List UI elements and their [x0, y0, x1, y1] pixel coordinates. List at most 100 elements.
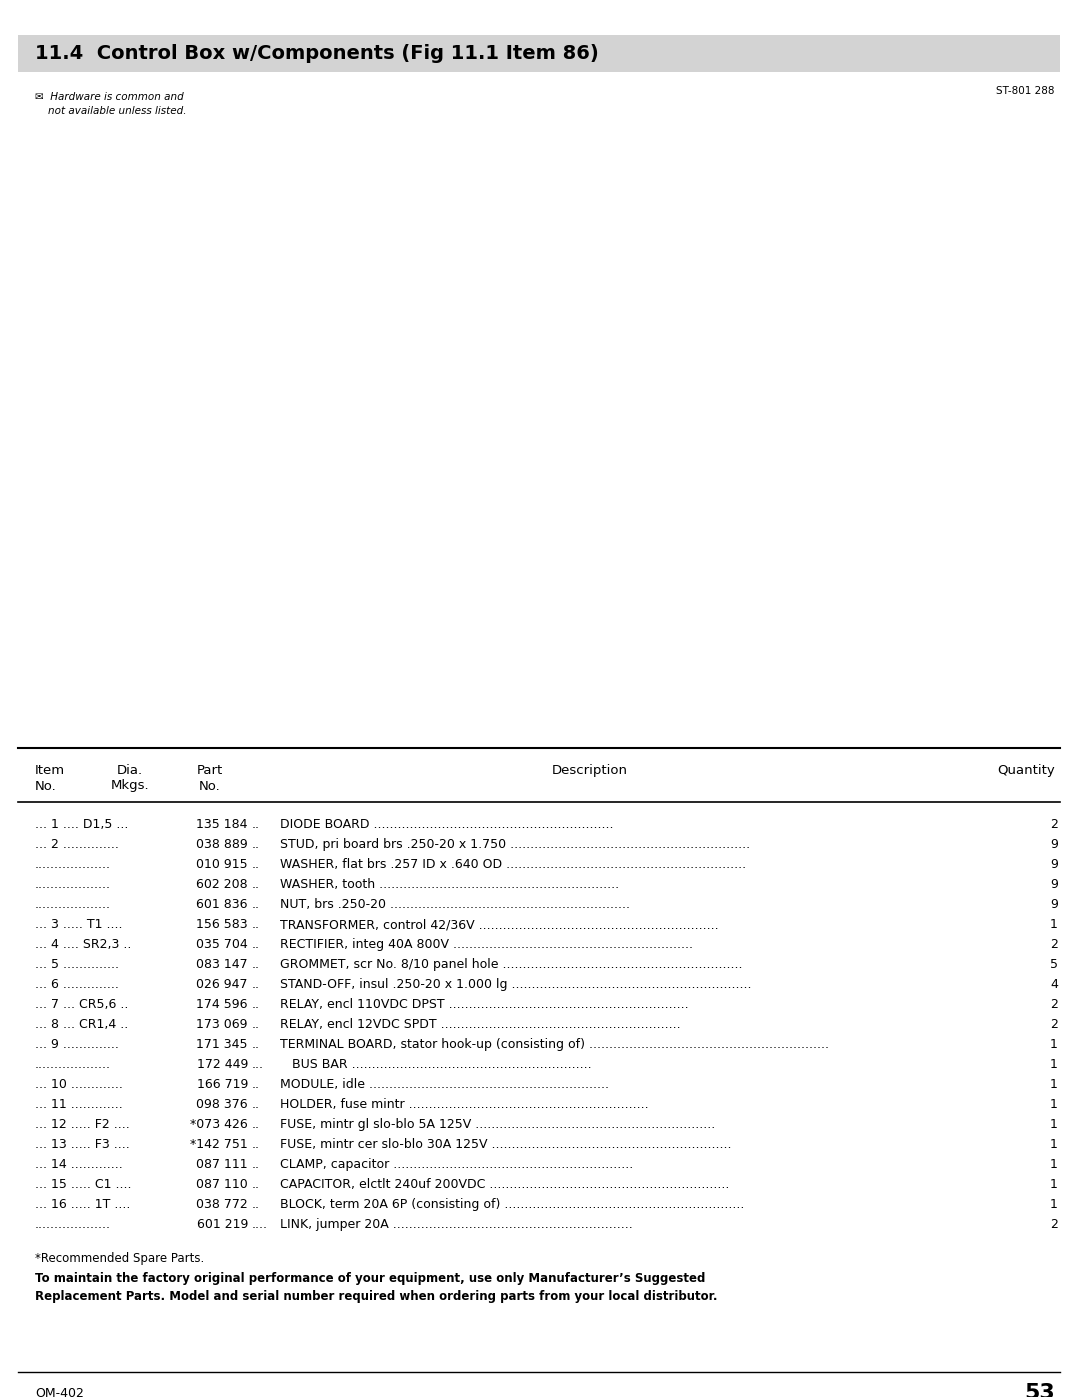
Text: 4: 4 [1050, 978, 1058, 990]
Text: ... 9 ..............: ... 9 .............. [35, 1038, 119, 1051]
Text: not available unless listed.: not available unless listed. [35, 106, 187, 116]
Text: ...................: ................... [35, 1218, 111, 1231]
Text: ... 11 .............: ... 11 ............. [35, 1098, 123, 1111]
Text: 9: 9 [1050, 858, 1058, 870]
Text: ..: .. [252, 1199, 260, 1211]
Text: *142 751: *142 751 [190, 1139, 248, 1151]
Text: ...: ... [252, 1058, 264, 1071]
Text: ...................: ................... [35, 877, 111, 891]
Text: 1: 1 [1050, 1098, 1058, 1111]
Text: CAPACITOR, elctlt 240uf 200VDC .................................................: CAPACITOR, elctlt 240uf 200VDC .........… [280, 1178, 729, 1192]
Text: ..: .. [252, 838, 260, 851]
Text: ..: .. [252, 937, 260, 951]
Text: ✉  Hardware is common and: ✉ Hardware is common and [35, 92, 184, 102]
Text: 026 947: 026 947 [197, 978, 248, 990]
Text: ..: .. [252, 997, 260, 1011]
Text: HOLDER, fuse mintr ............................................................: HOLDER, fuse mintr .....................… [280, 1098, 649, 1111]
Text: 171 345: 171 345 [197, 1038, 248, 1051]
Text: 135 184: 135 184 [197, 819, 248, 831]
Text: ... 10 .............: ... 10 ............. [35, 1078, 123, 1091]
Text: 1: 1 [1050, 1118, 1058, 1132]
Text: FUSE, mintr cer slo-blo 30A 125V ...............................................: FUSE, mintr cer slo-blo 30A 125V .......… [280, 1139, 731, 1151]
Text: ..: .. [252, 1118, 260, 1132]
Text: 2: 2 [1050, 997, 1058, 1011]
Text: 087 111: 087 111 [197, 1158, 248, 1171]
Text: 174 596: 174 596 [197, 997, 248, 1011]
Text: ... 3 ..... T1 ....: ... 3 ..... T1 .... [35, 918, 122, 930]
Text: 602 208: 602 208 [197, 877, 248, 891]
Text: 173 069: 173 069 [197, 1018, 248, 1031]
Text: 083 147: 083 147 [197, 958, 248, 971]
Text: BLOCK, term 20A 6P (consisting of) .............................................: BLOCK, term 20A 6P (consisting of) .....… [280, 1199, 744, 1211]
Text: 1: 1 [1050, 1058, 1058, 1071]
Text: Dia.
Mkgs.: Dia. Mkgs. [110, 764, 149, 792]
Text: 087 110: 087 110 [197, 1178, 248, 1192]
Text: 166 719: 166 719 [197, 1078, 248, 1091]
Text: WASHER, flat brs .257 ID x .640 OD .............................................: WASHER, flat brs .257 ID x .640 OD .....… [280, 858, 746, 870]
Text: Part
No.: Part No. [197, 764, 224, 792]
Text: ... 16 ..... 1T ....: ... 16 ..... 1T .... [35, 1199, 131, 1211]
Text: ...................: ................... [35, 1058, 111, 1071]
Text: ..: .. [252, 978, 260, 990]
Text: MODULE, idle ............................................................: MODULE, idle ...........................… [280, 1078, 609, 1091]
Text: ..: .. [252, 898, 260, 911]
Text: Description: Description [552, 764, 627, 777]
Text: ... 13 ..... F3 ....: ... 13 ..... F3 .... [35, 1139, 130, 1151]
Text: ... 15 ..... C1 ....: ... 15 ..... C1 .... [35, 1178, 132, 1192]
Text: To maintain the factory original performance of your equipment, use only Manufac: To maintain the factory original perform… [35, 1273, 717, 1303]
Text: 010 915: 010 915 [197, 858, 248, 870]
Text: ... 5 ..............: ... 5 .............. [35, 958, 119, 971]
Text: NUT, brs .250-20 ............................................................: NUT, brs .250-20 .......................… [280, 898, 630, 911]
Bar [0, 73, 1080, 745]
Text: 1: 1 [1050, 918, 1058, 930]
Text: Item
No.: Item No. [35, 764, 65, 792]
Text: 601 836: 601 836 [197, 898, 248, 911]
Text: ... 12 ..... F2 ....: ... 12 ..... F2 .... [35, 1118, 130, 1132]
Text: 156 583: 156 583 [197, 918, 248, 930]
Text: ..: .. [252, 1018, 260, 1031]
Text: ... 1 .... D1,5 ...: ... 1 .... D1,5 ... [35, 819, 129, 831]
Text: *Recommended Spare Parts.: *Recommended Spare Parts. [35, 1252, 204, 1266]
Bar [18, 35, 1059, 73]
Text: 11.4  Control Box w/Components (Fig 11.1 Item 86): 11.4 Control Box w/Components (Fig 11.1 … [35, 43, 598, 63]
Text: 2: 2 [1050, 1218, 1058, 1231]
Text: GROMMET, scr No. 8/10 panel hole ...............................................: GROMMET, scr No. 8/10 panel hole .......… [280, 958, 743, 971]
Text: ... 2 ..............: ... 2 .............. [35, 838, 119, 851]
Text: 1: 1 [1050, 1139, 1058, 1151]
Text: DIODE BOARD ............................................................: DIODE BOARD ............................… [280, 819, 613, 831]
Text: ...................: ................... [35, 858, 111, 870]
Text: 172 449: 172 449 [197, 1058, 248, 1071]
Text: ..: .. [252, 1178, 260, 1192]
Text: RELAY, encl 110VDC DPST ........................................................: RELAY, encl 110VDC DPST ................… [280, 997, 689, 1011]
Text: LINK, jumper 20A ............................................................: LINK, jumper 20A .......................… [280, 1218, 633, 1231]
Text: 53: 53 [1024, 1383, 1055, 1397]
Text: 601 219: 601 219 [197, 1218, 248, 1231]
Text: 1: 1 [1050, 1038, 1058, 1051]
Text: 2: 2 [1050, 819, 1058, 831]
Text: ..: .. [252, 1139, 260, 1151]
Text: TERMINAL BOARD, stator hook-up (consisting of) .................................: TERMINAL BOARD, stator hook-up (consisti… [280, 1038, 829, 1051]
Text: 038 772: 038 772 [197, 1199, 248, 1211]
Text: CLAMP, capacitor ............................................................: CLAMP, capacitor .......................… [280, 1158, 633, 1171]
Text: BUS BAR ............................................................: BUS BAR ................................… [280, 1058, 592, 1071]
Text: 035 704: 035 704 [197, 937, 248, 951]
Text: ..: .. [252, 877, 260, 891]
Text: OM-402: OM-402 [35, 1387, 84, 1397]
Text: Quantity: Quantity [997, 764, 1055, 777]
Text: 2: 2 [1050, 937, 1058, 951]
Text: STAND-OFF, insul .250-20 x 1.000 lg ............................................: STAND-OFF, insul .250-20 x 1.000 lg ....… [280, 978, 752, 990]
Text: 1: 1 [1050, 1158, 1058, 1171]
Text: ..: .. [252, 1038, 260, 1051]
Text: ..: .. [252, 1158, 260, 1171]
Text: TRANSFORMER, control 42/36V ....................................................: TRANSFORMER, control 42/36V ............… [280, 918, 718, 930]
Text: 1: 1 [1050, 1078, 1058, 1091]
Text: RECTIFIER, integ 40A 800V ......................................................: RECTIFIER, integ 40A 800V ..............… [280, 937, 693, 951]
Text: 098 376: 098 376 [197, 1098, 248, 1111]
Text: ... 14 .............: ... 14 ............. [35, 1158, 123, 1171]
Text: *073 426: *073 426 [190, 1118, 248, 1132]
Text: 038 889: 038 889 [197, 838, 248, 851]
Text: ... 8 ... CR1,4 ..: ... 8 ... CR1,4 .. [35, 1018, 129, 1031]
Text: 9: 9 [1050, 877, 1058, 891]
Text: RELAY, encl 12VDC SPDT .........................................................: RELAY, encl 12VDC SPDT .................… [280, 1018, 680, 1031]
Text: 2: 2 [1050, 1018, 1058, 1031]
